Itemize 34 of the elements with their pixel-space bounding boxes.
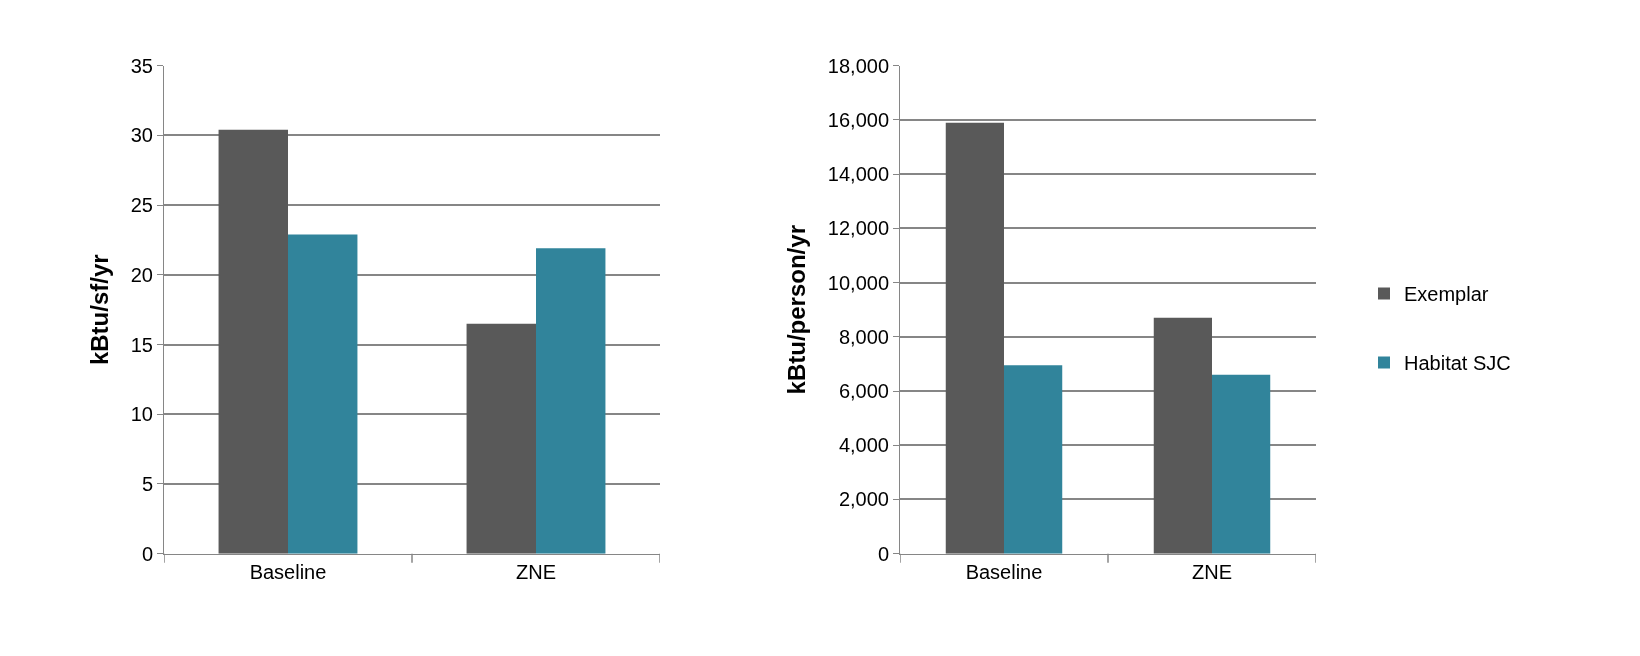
legend-label: Habitat SJC bbox=[1404, 352, 1511, 375]
y-tick-label: 10 bbox=[130, 403, 153, 426]
bar bbox=[466, 323, 536, 554]
x-tick-label: Baseline bbox=[249, 560, 327, 583]
y-tick-label: 35 bbox=[130, 54, 153, 77]
y-tick-label: 20 bbox=[130, 263, 153, 286]
y-tick-label: 2,000 bbox=[838, 488, 889, 511]
y-tick-label: 15 bbox=[130, 333, 153, 356]
y-tick-label: 10,000 bbox=[827, 271, 889, 294]
x-tick-label: Baseline bbox=[965, 560, 1043, 583]
y-tick-label: 12,000 bbox=[827, 217, 889, 240]
y-tick-label: 18,000 bbox=[827, 54, 889, 77]
bar bbox=[1004, 365, 1063, 554]
bar bbox=[288, 234, 358, 554]
bar bbox=[536, 248, 606, 554]
y-tick-label: 0 bbox=[141, 542, 153, 565]
y-tick-label: 8,000 bbox=[838, 325, 889, 348]
y-tick-label: 0 bbox=[877, 542, 889, 565]
y-tick-label: 25 bbox=[130, 194, 153, 217]
y-tick-label: 5 bbox=[141, 472, 153, 495]
y-axis-title: kBtu/sf/yr bbox=[85, 254, 113, 366]
bar bbox=[945, 122, 1004, 554]
y-tick-label: 30 bbox=[130, 124, 153, 147]
y-tick-label: 16,000 bbox=[827, 108, 889, 131]
y-tick-label: 4,000 bbox=[838, 434, 889, 457]
bar bbox=[1212, 374, 1271, 554]
y-tick-label: 14,000 bbox=[827, 163, 889, 186]
x-tick-label: ZNE bbox=[516, 560, 556, 583]
bar bbox=[218, 129, 288, 554]
y-tick-label: 6,000 bbox=[838, 380, 889, 403]
bar bbox=[1153, 317, 1212, 554]
legend-label: Exemplar bbox=[1404, 283, 1489, 306]
y-axis-title: kBtu/person/yr bbox=[782, 225, 810, 395]
x-tick-label: ZNE bbox=[1192, 560, 1232, 583]
